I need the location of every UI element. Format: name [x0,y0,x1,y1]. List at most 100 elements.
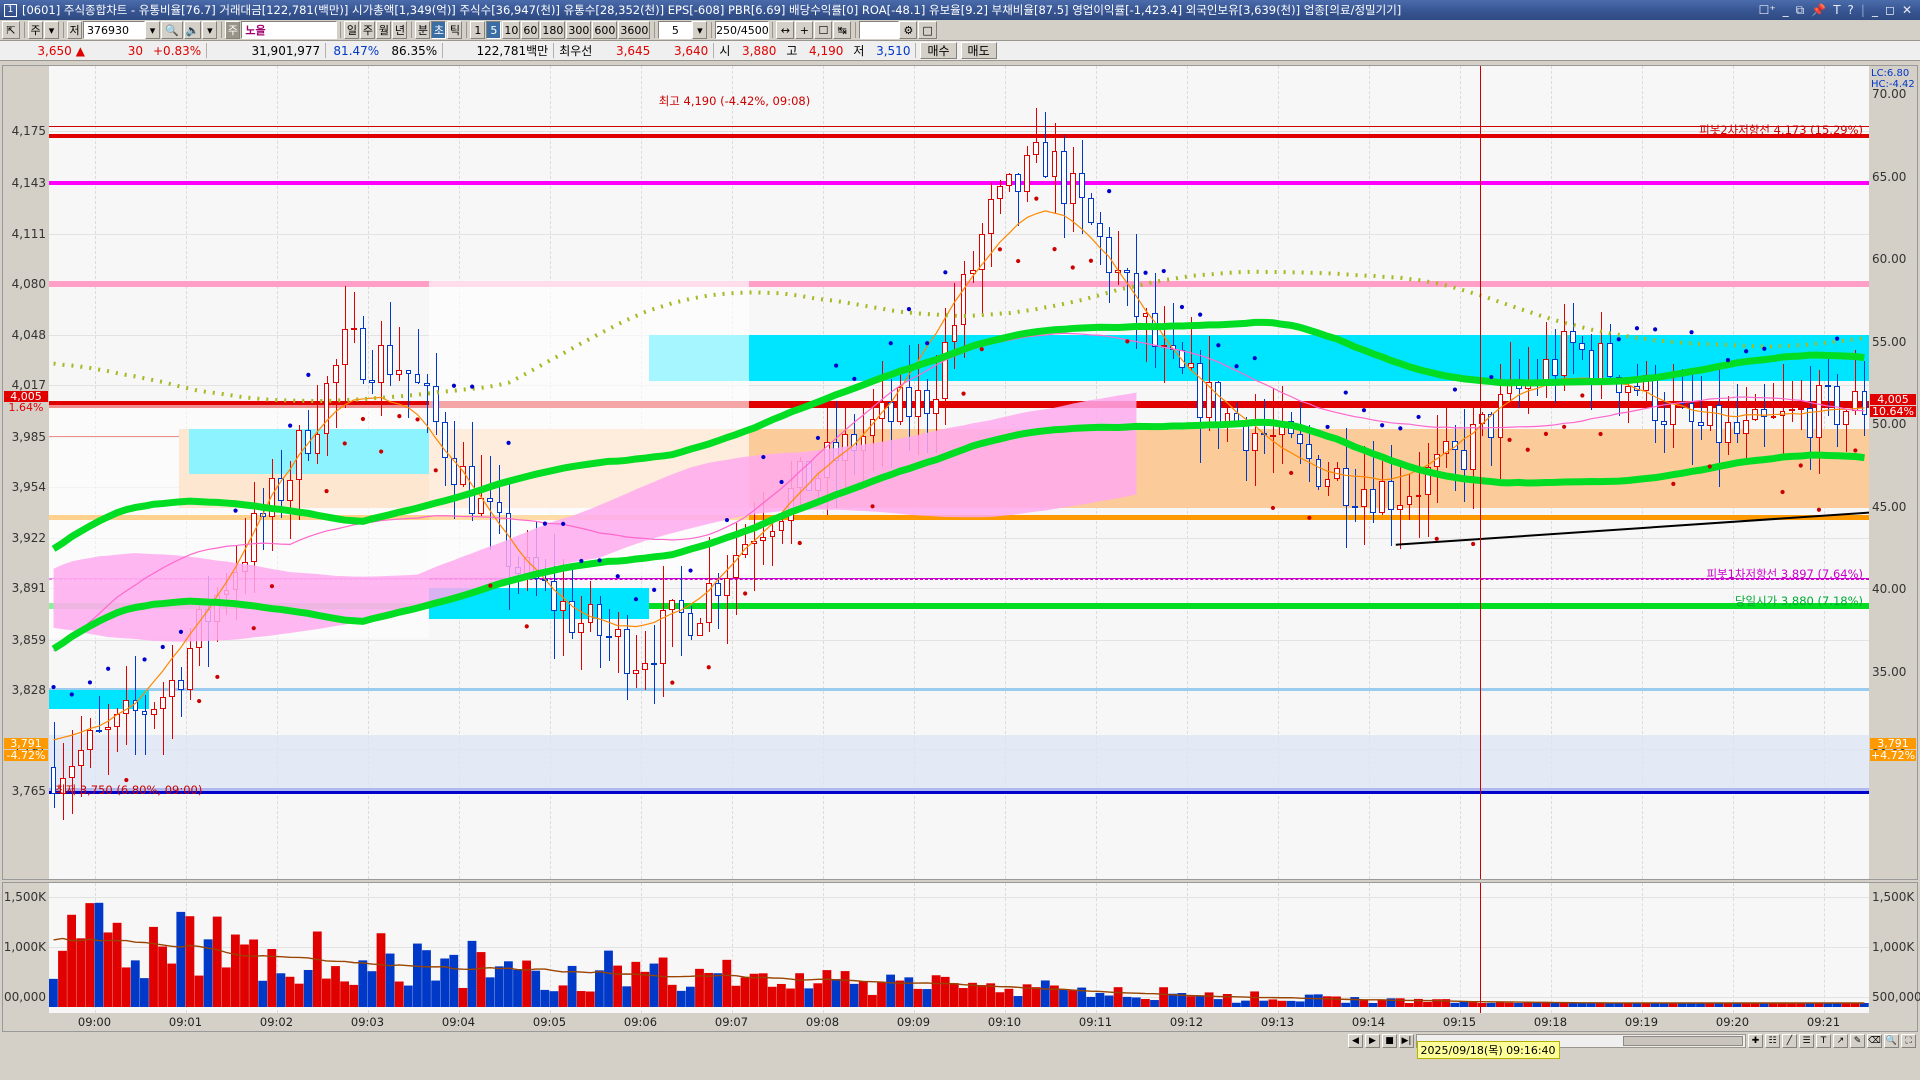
tick-3600-button[interactable]: 3600 [618,21,651,39]
price-arrow-icon: ▲ [75,43,85,58]
divider [24,22,25,38]
unit-dropdown-icon[interactable]: ▾ [692,21,708,39]
volume-plot[interactable] [49,883,1869,1013]
stock-code-input[interactable]: 376930 [83,21,145,39]
unit-input[interactable]: 5 [658,21,693,39]
candle-body [924,390,931,415]
grid-line-v [458,883,460,1013]
candle-body [1743,419,1750,434]
scroll-right-icon[interactable]: ▶ [1365,1034,1380,1048]
volume-bar [1586,1003,1596,1007]
code-dropdown-icon[interactable]: ▾ [145,21,160,39]
parabolic-sar-down-dot [1198,312,1203,317]
price-plot[interactable]: 최고 4,190 (-4.42%, 09:08) 최저 3,750 (6.80%,… [49,66,1869,879]
minimize-icon[interactable]: _ [1782,3,1789,17]
volume-chart-panel[interactable]: 1,500K 1,000K 00,000 1,500K 1,000K 500,000 0… [2,882,1920,1032]
grid-toggle-icon[interactable]: □ [918,21,937,39]
magenta-resistance-line [49,180,1869,185]
bar-count-input[interactable]: 250/4500 [715,21,770,39]
fit-screen-icon[interactable]: ☐ [814,21,833,39]
tick-5-button[interactable]: 5 [486,21,502,39]
candle-body [623,629,630,675]
tool-fib-icon[interactable]: ☰ [1799,1034,1814,1048]
period-month-button[interactable]: 월 [376,21,392,39]
sound-dropdown-icon[interactable]: ▾ [202,21,218,39]
candle-body [1060,151,1067,204]
period-year-button[interactable]: 년 [392,21,408,39]
tick-1-button[interactable]: 1 [470,21,486,39]
tick-180-button[interactable]: 180 [540,21,566,39]
tool-text-icon[interactable]: T [1816,1034,1831,1048]
price-chart-panel[interactable]: ▦ 노을 매물대 수(13) 4,1754,1434,1114,0804,048… [2,65,1918,880]
candle-body [514,567,521,574]
period-day-button[interactable]: 일 [344,21,360,39]
parabolic-sar-down-dot [1653,327,1658,332]
period-second-button[interactable]: 초 [431,21,447,39]
code-prefix-button[interactable]: 저 [67,21,82,39]
time-axis: 09:00 09:01 09:02 09:03 09:04 09:05 09:06 09:07… [49,1013,1869,1031]
tool-zoom-icon[interactable]: 🔍 [1884,1034,1899,1048]
scrollbar-thumb[interactable] [1623,1036,1743,1046]
market-type-dropdown-icon[interactable]: ▾ [44,21,59,39]
low-price: 3,510 [876,43,911,58]
volume-bar [1577,1003,1587,1007]
tool-crosshair-icon[interactable]: ✚ [1748,1034,1763,1048]
tick-10-button[interactable]: 10 [502,21,521,39]
tool-trendline-icon[interactable]: ╱ [1782,1034,1797,1048]
text-icon[interactable]: T [1833,3,1841,17]
tool-pencil-icon[interactable]: ✎ [1850,1034,1865,1048]
scroll-left-icon[interactable]: ◀ [1348,1034,1363,1048]
volume-bar [394,981,404,1007]
sell-button[interactable]: 매도 [960,42,997,59]
restore-icon[interactable]: ☐⁺ [1758,3,1776,17]
help-icon[interactable]: ? [1847,3,1854,17]
zoom-out-icon[interactable]: ↔ [776,21,795,39]
settings-gear-icon[interactable]: ⚙ [899,21,918,39]
volume-bar [103,932,113,1007]
market-type-button[interactable]: 주 [28,21,43,39]
divider [772,22,774,38]
volume-bar [1423,1001,1432,1007]
candle-body [1370,489,1376,514]
candle-body [332,365,339,384]
tick-600-button[interactable]: 600 [592,21,618,39]
maximize-window-icon[interactable]: ◻ [1884,3,1895,17]
search-icon[interactable]: 🔍 [161,21,183,39]
pin-icon[interactable]: 📌 [1811,3,1827,17]
candle-body [1160,344,1167,348]
candle-body [642,662,648,670]
left-low-tag: 3,791 [4,738,48,750]
expand-icon[interactable]: ↹ [833,21,852,39]
color-swatch[interactable] [859,21,900,39]
zoom-in-icon[interactable]: + [795,21,814,39]
sound-icon[interactable]: 🔈 [183,21,202,39]
tool-expand-icon[interactable]: ⛶ [1901,1034,1916,1048]
tick-60-button[interactable]: 60 [521,21,540,39]
tool-arrow-icon[interactable]: ↗ [1833,1034,1848,1048]
scroll-end-icon[interactable]: ▶| [1399,1034,1414,1048]
cascade-icon[interactable]: ⧉ [1795,2,1805,17]
period-tick-button[interactable]: 틱 [447,21,463,39]
tool-copy-icon[interactable]: ☷ [1765,1034,1780,1048]
close-window-icon[interactable]: ✕ [1901,3,1912,17]
parabolic-sar-up-dot [797,540,802,546]
volume-bar [431,980,440,1007]
volume-bar [285,976,295,1007]
volume-bar [767,986,777,1007]
period-week-button[interactable]: 주 [360,21,376,39]
window-mode-icon[interactable]: ⇱ [2,21,20,39]
price-change: 30 [127,43,143,58]
parabolic-sar-up-dot [1070,265,1075,270]
period-minute-button[interactable]: 분 [415,21,431,39]
candle-wick [1118,230,1120,285]
tick-300-button[interactable]: 300 [566,21,592,39]
volume-bar [1532,1003,1542,1007]
volume-bar [822,970,832,1007]
buy-button[interactable]: 매수 [920,42,957,59]
tool-eraser-icon[interactable]: ⌫ [1867,1034,1882,1048]
volume-bar [1323,996,1332,1007]
volume-y-axis-left: 1,500K 1,000K 00,000 [3,883,49,1031]
minimize-window-icon[interactable]: _ [1871,3,1878,17]
indicator-y-label: 60.00 [1872,252,1907,266]
scroll-stop-icon[interactable]: ■ [1382,1034,1397,1048]
